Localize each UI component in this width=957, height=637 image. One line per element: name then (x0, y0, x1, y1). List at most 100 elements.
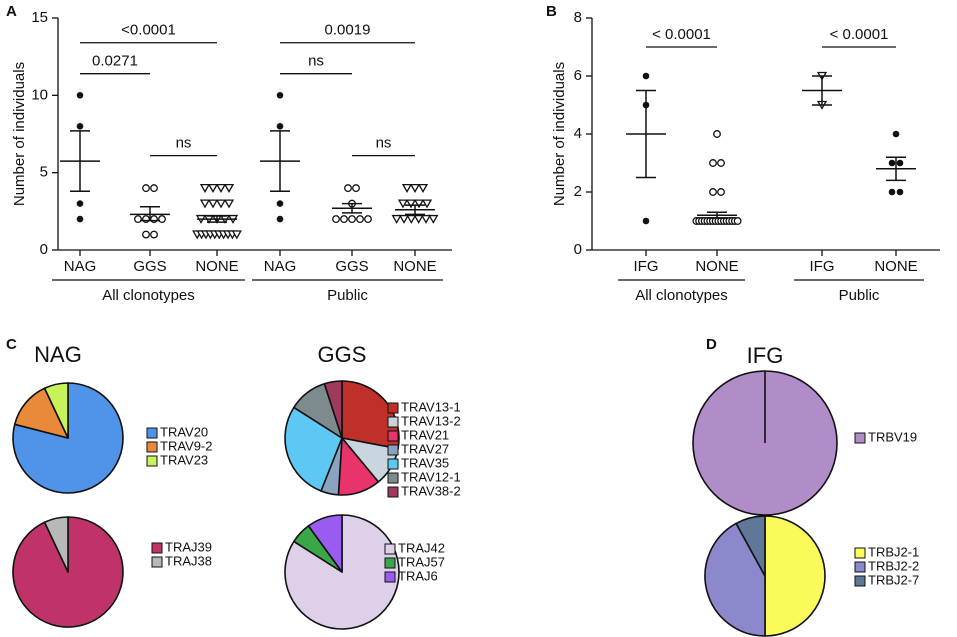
x-tick-label: IFG (810, 258, 835, 275)
point (76, 122, 84, 130)
legend-label: TRBJ2-1 (868, 544, 919, 559)
y-axis-label: Number of individuals (11, 62, 28, 206)
p-value: ns (308, 53, 324, 70)
x-tick-label: NAG (264, 258, 297, 275)
panel-label: B (546, 3, 557, 20)
legend-label: TRBJ2-2 (868, 558, 919, 573)
p-value: 0.0019 (325, 22, 371, 39)
point (76, 92, 84, 99)
point (413, 214, 424, 224)
panel-label: A (6, 3, 17, 20)
point (733, 217, 742, 225)
legend-swatch (384, 571, 396, 583)
point (428, 214, 439, 224)
legend-label: TRAJ57 (398, 554, 445, 569)
legend-label: TRAV23 (160, 452, 208, 467)
y-tick-label: 15 (31, 9, 48, 26)
point (199, 199, 211, 209)
legend-swatch (387, 402, 399, 414)
point (892, 130, 900, 138)
pie-slice (704, 522, 766, 637)
point (356, 215, 364, 224)
point (896, 188, 904, 196)
point (207, 199, 219, 209)
legend-label: TRBV19 (868, 429, 917, 444)
legend-label: TRAV21 (401, 427, 449, 442)
point (158, 215, 166, 224)
point (134, 215, 142, 224)
point (215, 199, 227, 209)
point (406, 214, 417, 224)
point (391, 214, 402, 224)
pie-slice (284, 406, 343, 492)
point (231, 230, 242, 240)
point (709, 159, 717, 167)
panel-label: D (706, 336, 717, 353)
x-tick-label: GGS (133, 258, 166, 275)
p-value: < 0.0001 (830, 26, 889, 43)
pie-title: GGS (318, 342, 367, 367)
legend-label: TRAV9-2 (160, 438, 213, 453)
point (642, 217, 650, 225)
legend-swatch (146, 427, 158, 439)
point (397, 199, 409, 209)
legend-swatch (387, 444, 399, 456)
x-tick-label: GGS (335, 258, 368, 275)
legend-swatch (854, 561, 866, 573)
group-label: Public (839, 287, 880, 304)
y-tick-label: 8 (574, 9, 582, 26)
legend-label: TRAV13-2 (401, 413, 461, 428)
legend-swatch (387, 486, 399, 498)
legend-swatch (384, 543, 396, 555)
x-tick-label: NONE (393, 258, 436, 275)
point (150, 230, 158, 239)
point (207, 183, 219, 193)
point (642, 72, 650, 80)
point (352, 184, 360, 193)
point (276, 215, 284, 223)
point (142, 215, 150, 224)
legend-label: TRAV38-2 (401, 483, 461, 498)
pie-slice (307, 514, 343, 573)
point (713, 130, 721, 138)
pie-slice (735, 515, 766, 577)
point (223, 183, 235, 193)
point (888, 159, 896, 167)
point (405, 199, 417, 209)
point (340, 215, 348, 224)
legend-label: TRBJ2-7 (868, 572, 919, 587)
legend-swatch (151, 556, 163, 568)
point (409, 183, 421, 193)
p-value: 0.0271 (92, 53, 138, 70)
point (401, 183, 413, 193)
legend-swatch (387, 458, 399, 470)
point (888, 188, 896, 196)
pie-slice (764, 515, 826, 637)
point (215, 183, 227, 193)
point (417, 183, 429, 193)
pie-title: IFG (747, 343, 784, 368)
point (348, 215, 356, 224)
legend-swatch (854, 575, 866, 587)
point (276, 122, 284, 130)
y-tick-label: 4 (574, 125, 582, 142)
x-tick-label: IFG (634, 258, 659, 275)
point (76, 200, 84, 207)
group-label: All clonotypes (102, 287, 195, 304)
pie-slice (43, 516, 69, 573)
legend-label: TRAJ42 (398, 540, 445, 555)
point (398, 214, 410, 224)
point (717, 159, 725, 167)
pie-slice (284, 514, 400, 630)
legend-swatch (151, 542, 163, 554)
legend-label: TRAV13-1 (401, 399, 461, 414)
panel-label: C (6, 336, 17, 353)
legend-swatch (854, 547, 866, 559)
pie-slice (323, 380, 343, 439)
group-label: Public (327, 287, 368, 304)
legend-swatch (146, 441, 158, 453)
y-tick-label: 5 (40, 164, 48, 181)
legend-label: TRAV35 (401, 455, 449, 470)
point (344, 184, 352, 193)
